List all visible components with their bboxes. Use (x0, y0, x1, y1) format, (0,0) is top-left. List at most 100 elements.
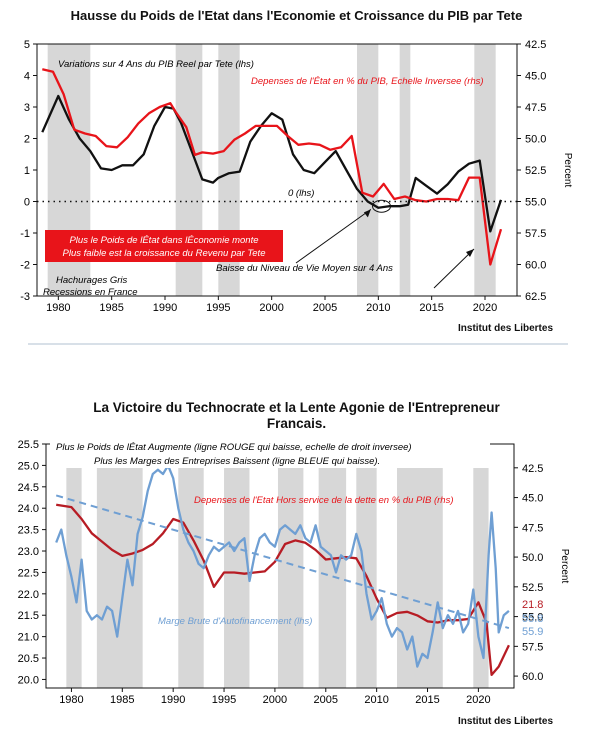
x-tick-label: 2020 (473, 302, 497, 314)
recession-band (224, 444, 250, 688)
chart2-title-line2: Francais. (266, 416, 327, 431)
end-value-label: 55.9 (522, 626, 543, 638)
y-left-tick-label: 3 (24, 102, 30, 114)
end-value-label: 55.8 (522, 613, 543, 625)
chart2-source: Institut des Libertes (458, 716, 554, 727)
y-right-tick-label: 57.5 (522, 641, 543, 653)
x-tick-label: 2015 (415, 694, 439, 706)
y-left-tick-label: 1 (24, 165, 30, 177)
note-recession1: Hachurages Gris (56, 275, 128, 286)
y-right-tick-label: 52.5 (525, 165, 546, 177)
arrow-head (466, 249, 474, 257)
note-recession2: Recessions en France (43, 287, 138, 298)
y-right-tick-label: 60.0 (525, 260, 546, 272)
y-left-tick-label: 24.0 (18, 503, 39, 515)
y-left-tick-label: 0 (24, 197, 30, 209)
y-left-tick-label: 2 (24, 134, 30, 146)
y-right-tick-label: 62.5 (525, 291, 546, 303)
arrow-head (363, 209, 371, 218)
y-right-tick-label: 60.0 (522, 671, 543, 683)
y-right-tick-label: 47.5 (525, 102, 546, 114)
note-lhs: Marge Brute d'Autofinancement (lhs) (158, 616, 312, 627)
chart1-title: Hausse du Poids de l'Etat dans l'Economi… (70, 8, 523, 23)
y-left-tick-label: 24.5 (18, 482, 39, 494)
recession-band (357, 44, 379, 296)
y-right-axis-label: Percent (559, 549, 570, 584)
series-line (56, 503, 510, 677)
chart1: 1980 1985 1990 1995 2000 2005 2010 2015 2020-3-2… (20, 39, 573, 314)
note-decline: Baisse du Niveau de Vie Moyen sur 4 Ans (216, 263, 393, 274)
chart2-title-line1: La Victoire du Technocrate et la Lente A… (93, 400, 500, 415)
note-lhs: Variations sur 4 Ans du PIB Reel par Tet… (58, 59, 254, 70)
y-left-tick-label: -3 (20, 291, 30, 303)
y-left-tick-label: 22.0 (18, 589, 39, 601)
y-left-tick-label: 23.5 (18, 525, 39, 537)
x-tick-label: 2020 (466, 694, 490, 706)
note-zero: 0 (lhs) (288, 188, 314, 199)
y-left-tick-label: -1 (20, 228, 30, 240)
y-right-tick-label: 45.0 (522, 493, 543, 505)
end-value-label: 21.8 (522, 599, 543, 611)
dip-marker (372, 199, 392, 213)
y-right-tick-label: 52.5 (522, 582, 543, 594)
x-tick-label: 1990 (161, 694, 185, 706)
x-tick-label: 1995 (206, 302, 230, 314)
x-tick-label: 2000 (263, 694, 287, 706)
x-tick-label: 2005 (314, 694, 338, 706)
y-left-tick-label: 4 (24, 71, 30, 83)
chart1-source: Institut des Libertes (458, 323, 554, 334)
y-left-tick-label: 20.5 (18, 653, 39, 665)
recession-band (318, 444, 347, 688)
chart2-title: La Victoire du Technocrate et la Lente A… (0, 400, 593, 432)
x-tick-label: 1995 (212, 694, 236, 706)
y-right-tick-label: 50.0 (522, 552, 543, 564)
y-left-tick-label: -2 (20, 260, 30, 272)
arrow-dip (295, 208, 372, 264)
x-tick-label: 2010 (364, 694, 388, 706)
callout-line2: Plus faible est la croissance du Revenu … (63, 248, 266, 259)
recession-band (66, 444, 82, 688)
y-right-tick-label: 57.5 (525, 228, 546, 240)
separator (28, 343, 568, 345)
x-tick-label: 1980 (59, 694, 83, 706)
callout-line1: Plus le Poids de lÉtat dans lÉconomie mo… (69, 235, 258, 246)
y-left-tick-label: 25.5 (18, 439, 39, 451)
x-tick-label: 2010 (366, 302, 390, 314)
y-right-tick-label: 50.0 (525, 134, 546, 146)
series-line (41, 94, 503, 233)
chart2: 1980 1985 1990 1995 2000 2005 2010 2015 2020 20.0… (18, 439, 570, 706)
y-right-axis-label: Percent (562, 153, 573, 188)
recession-band (356, 444, 377, 688)
recession-band (399, 44, 411, 296)
note-rhs: Depenses de l'Etat Hors service de la de… (194, 495, 454, 506)
recession-band (96, 444, 143, 688)
y-right-tick-label: 47.5 (522, 522, 543, 534)
x-tick-label: 2005 (313, 302, 337, 314)
y-right-tick-label: 55.0 (525, 197, 546, 209)
y-left-tick-label: 23.0 (18, 546, 39, 558)
x-tick-label: 1990 (153, 302, 177, 314)
note-line2: Plus les Marges des Entreprises Baissent… (94, 456, 380, 467)
y-right-tick-label: 55.0 (522, 612, 543, 624)
y-left-tick-label: 5 (24, 39, 30, 51)
y-left-tick-label: 25.0 (18, 460, 39, 472)
note-rhs: Depenses de l'État en % du PIB, Echelle … (251, 76, 484, 87)
y-right-tick-label: 45.0 (525, 71, 546, 83)
y-left-tick-label: 20.0 (18, 674, 39, 686)
recession-band (474, 44, 496, 296)
y-left-tick-label: 22.5 (18, 567, 39, 579)
y-right-tick-label: 42.5 (525, 39, 546, 51)
x-tick-label: 1985 (99, 302, 123, 314)
series-line (55, 464, 510, 668)
header-note-bg (50, 440, 490, 468)
recession-band (397, 444, 443, 688)
x-tick-label: 2015 (419, 302, 443, 314)
x-tick-label: 1980 (46, 302, 70, 314)
callout-box (45, 230, 283, 262)
x-tick-label: 1985 (110, 694, 134, 706)
arrow-2020 (433, 248, 475, 289)
note-line1: Plus le Poids de lÉtat Augmente (ligne R… (56, 442, 412, 453)
y-left-tick-label: 21.0 (18, 632, 39, 644)
y-right-tick-label: 42.5 (522, 463, 543, 475)
y-left-tick-label: 21.5 (18, 610, 39, 622)
